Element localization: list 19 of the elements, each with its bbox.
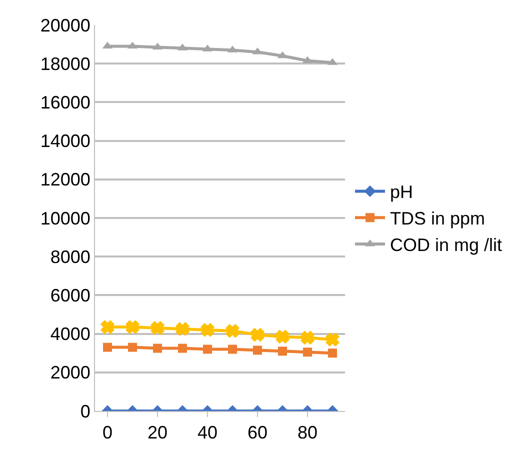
y-tick-label: 10000 — [40, 208, 90, 228]
y-tick-label: 4000 — [50, 324, 90, 344]
x-tick-label: 0 — [102, 422, 113, 443]
legend-label: TDS in ppm — [390, 208, 486, 229]
y-tick-label: 6000 — [50, 286, 90, 306]
x-tick-label: 80 — [297, 422, 318, 443]
legend-label: COD in mg /lit — [390, 235, 502, 256]
y-tick-label: 0 — [80, 401, 90, 422]
y-tick-label: 18000 — [40, 54, 90, 74]
y-tick-label: 20000 — [40, 15, 90, 36]
x-tick-label: 60 — [247, 422, 268, 443]
y-tick-label: 14000 — [40, 131, 90, 152]
x-tick-label: 20 — [147, 422, 168, 443]
y-tick-label: 12000 — [40, 170, 90, 190]
x-tick-label: 40 — [197, 422, 218, 443]
y-tick-label: 8000 — [50, 246, 90, 267]
y-tick-label: 2000 — [50, 362, 90, 383]
y-tick-label: 16000 — [40, 92, 90, 112]
legend-label: pH — [390, 182, 414, 202]
